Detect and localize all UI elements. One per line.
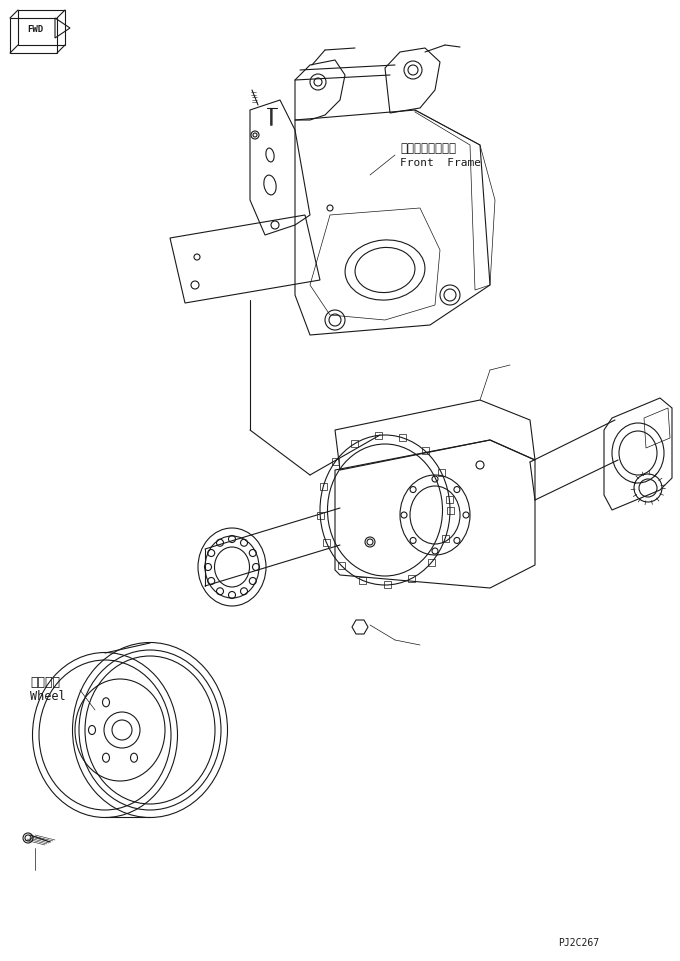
Text: ホイール: ホイール bbox=[30, 677, 60, 689]
Text: FWD: FWD bbox=[27, 24, 43, 34]
Text: フロントフレーム: フロントフレーム bbox=[400, 141, 456, 155]
Text: Front  Frame: Front Frame bbox=[400, 158, 481, 168]
Text: Wheel: Wheel bbox=[30, 689, 66, 702]
Text: PJ2C267: PJ2C267 bbox=[558, 938, 599, 948]
